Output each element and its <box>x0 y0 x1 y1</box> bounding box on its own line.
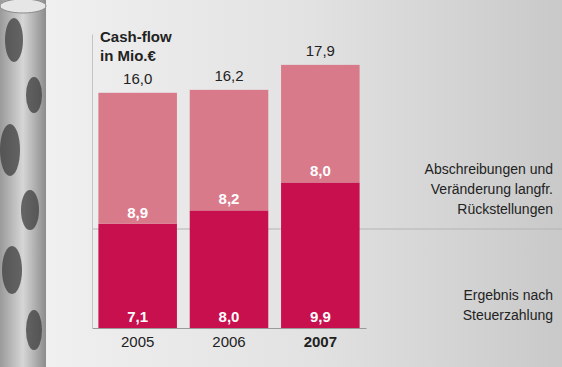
x-axis: 2005 2006 2007 <box>93 328 367 350</box>
bar <box>281 182 360 328</box>
roll-pattern <box>5 18 23 62</box>
data-label: 8,9 <box>127 204 148 221</box>
roll-pattern <box>2 246 22 294</box>
x-axis-line <box>93 328 367 329</box>
bar <box>190 210 269 328</box>
background <box>0 0 562 367</box>
bar <box>98 224 177 328</box>
roll-pattern <box>21 190 39 230</box>
y-axis <box>92 35 93 329</box>
chart: 7,18,09,98,98,28,016,016,217,92005200620… <box>0 0 562 367</box>
data-label: 8,0 <box>219 308 240 325</box>
data-label: 7,1 <box>127 308 148 325</box>
series-label: Ergebnis nachSteuerzahlung <box>463 287 553 323</box>
roll-pattern <box>0 124 20 176</box>
data-label: 9,9 <box>310 308 331 325</box>
bars <box>98 65 359 328</box>
bar <box>281 65 360 183</box>
total-label: 17,9 <box>306 42 335 59</box>
roll-body <box>0 0 46 367</box>
series-label: Abschreibungen undVeränderung langfr.Rüc… <box>425 161 553 217</box>
data-label: 8,2 <box>219 190 240 207</box>
x-tick-label: 2006 <box>212 333 245 350</box>
x-tick-label: 2007 <box>304 333 337 350</box>
total-label: 16,0 <box>123 70 152 87</box>
data-label: 8,0 <box>310 162 331 179</box>
total-label: 16,2 <box>214 67 243 84</box>
roll-top <box>0 0 46 13</box>
roll-pattern <box>26 77 42 113</box>
data-labels: 7,1 8,0 9,9 8,9 8,2 8,0 16,0 16,2 17,9 <box>123 42 335 325</box>
title: Cash-flowin Mio.€ <box>100 28 172 64</box>
decoration-roll <box>0 0 46 367</box>
bar <box>98 93 177 224</box>
x-tick-label: 2005 <box>121 333 154 350</box>
x-tick: 2006 <box>212 328 245 350</box>
bar <box>190 90 269 211</box>
x-tick: 2005 <box>121 328 154 350</box>
roll-pattern <box>26 310 42 350</box>
x-tick: 2007 <box>304 328 337 350</box>
y-axis-line <box>92 35 93 329</box>
